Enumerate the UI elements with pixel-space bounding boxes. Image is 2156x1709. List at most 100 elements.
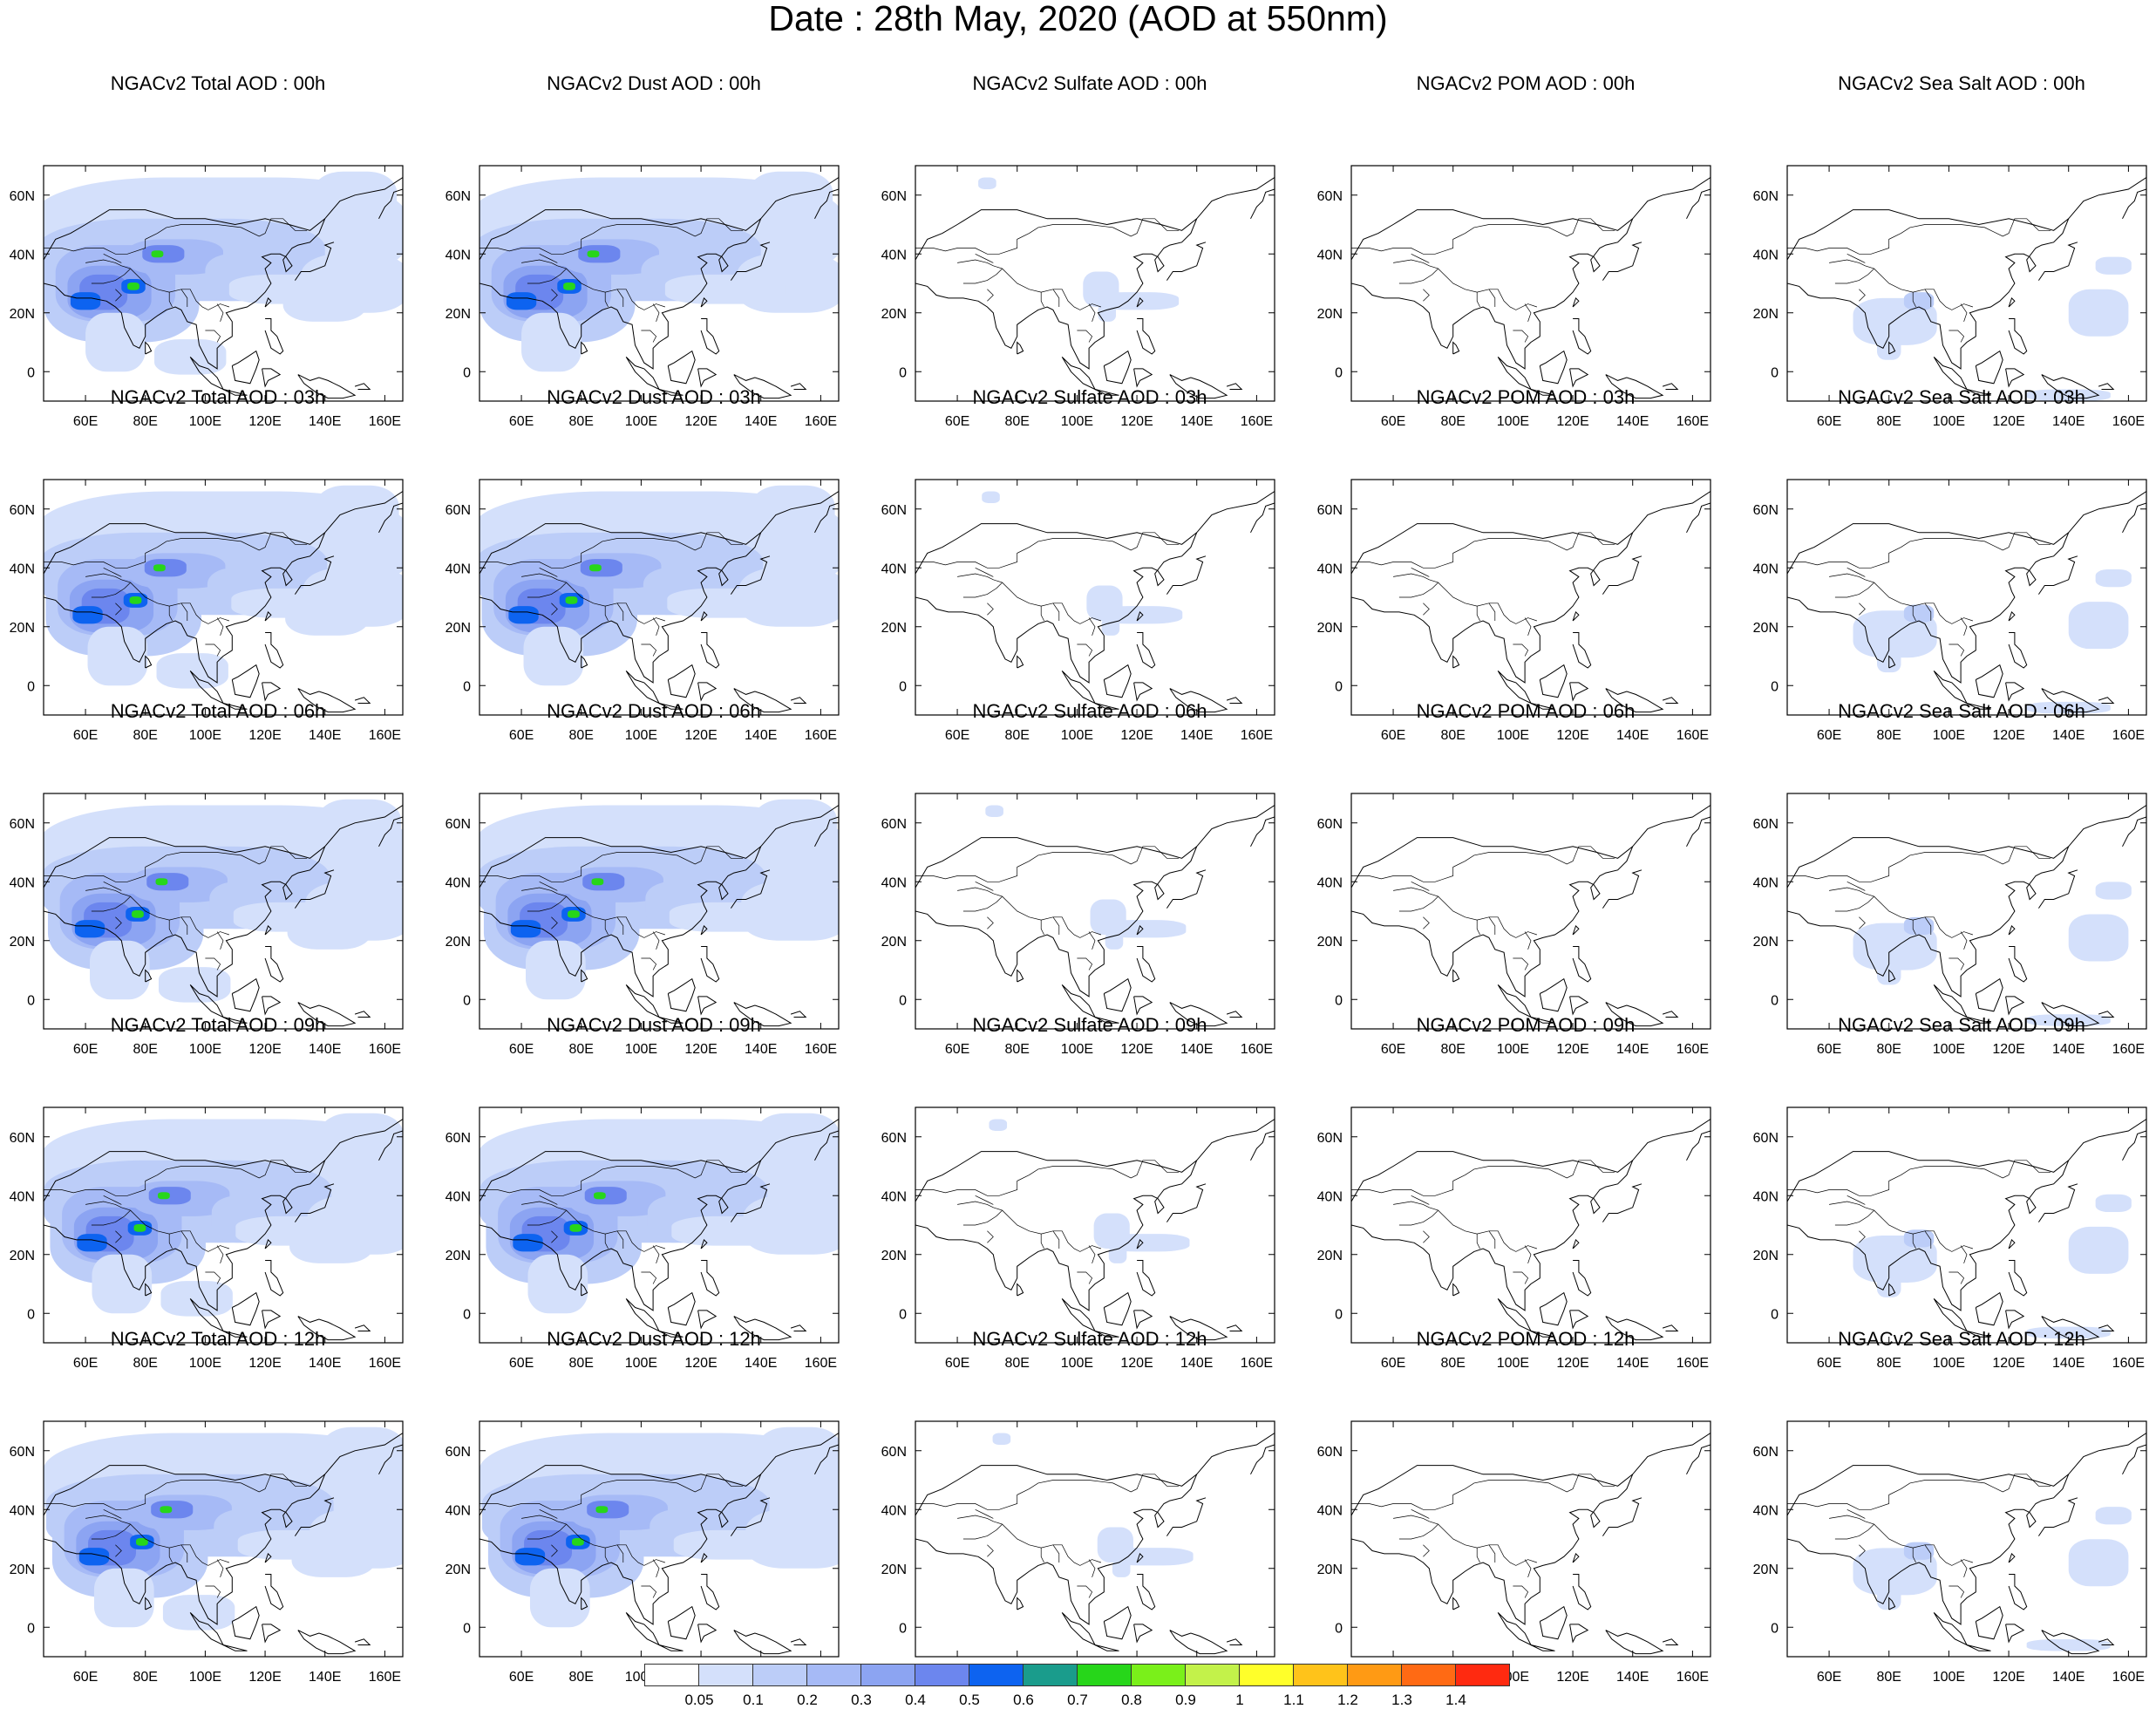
coastline (44, 1160, 308, 1196)
map-plot: 60E 80E 100E 120E 140E 160E 60N 40N 20N 0 (881, 165, 1275, 429)
coastline (551, 603, 558, 616)
coastline (354, 1011, 371, 1018)
coastline (551, 289, 558, 302)
coastline (231, 1291, 260, 1326)
coastline (2098, 383, 2115, 390)
coastline (1226, 1011, 1243, 1018)
coastline (1524, 931, 1532, 950)
coastline (1497, 984, 1533, 1018)
coastline (730, 1497, 771, 1536)
coastline (297, 1630, 357, 1655)
coastline (700, 1574, 720, 1610)
coastline (1686, 816, 1711, 848)
coastline (1398, 895, 1438, 912)
coastline (700, 1552, 708, 1563)
coastline (667, 1605, 696, 1640)
lon-tick-label: 140E (745, 728, 777, 743)
lat-tick-label: 20N (1753, 1249, 1779, 1263)
coastline (1949, 1585, 1965, 1598)
legend-label: 0.7 (1067, 1692, 1088, 1708)
aod-field (78, 1548, 110, 1566)
coastline (1787, 1433, 2146, 1516)
legend-swatch (1023, 1664, 1078, 1686)
coastline (1539, 1605, 1568, 1640)
coastline (1088, 303, 1096, 323)
legend-swatch (1239, 1664, 1294, 1686)
coastline (521, 887, 666, 938)
lon-tick-label: 120E (684, 728, 717, 743)
plot-frame (1350, 1106, 1711, 1344)
coastline (1169, 1002, 1228, 1027)
coastline (1513, 1271, 1529, 1284)
coastline (915, 1119, 1275, 1202)
lon-tick-label: 160E (1241, 414, 1273, 429)
coastline (790, 1324, 807, 1331)
coastline (652, 1245, 660, 1264)
lon-tick-label: 80E (1440, 1042, 1465, 1057)
coastline (1569, 1310, 1589, 1330)
lat-tick-label: 20N (881, 935, 907, 950)
coastline (915, 177, 1275, 261)
color-legend: 0.05 0.1 0.2 0.3 0.4 0.5 0.6 0.7 0.8 0.9 1 1.1 1.2 1.… (644, 1664, 1510, 1708)
lon-tick-label: 80E (133, 414, 157, 429)
coastline (1933, 357, 1969, 391)
lat-tick-label: 60N (1753, 1131, 1779, 1146)
coastline (205, 330, 221, 343)
lat-tick-label: 20N (445, 307, 471, 322)
coastline (1136, 1574, 1156, 1610)
coastline (2008, 1552, 2016, 1563)
panel-title: NGACv2 Dust AOD : 00h (547, 72, 761, 94)
coastline (987, 289, 994, 302)
coastline (115, 916, 122, 929)
coastline (2008, 610, 2016, 622)
coastline (262, 1624, 282, 1644)
coastline (222, 1331, 248, 1338)
coastline (962, 582, 1003, 598)
coastline (44, 218, 308, 255)
plot-frame (43, 1106, 404, 1344)
lon-tick-label: 100E (189, 1670, 221, 1685)
aod-field (321, 1426, 403, 1487)
lat-tick-label: 60N (1317, 1445, 1343, 1460)
lon-tick-label: 160E (2112, 728, 2145, 743)
coastline (1539, 977, 1568, 1012)
coastline (1524, 1245, 1532, 1264)
lon-tick-label: 140E (309, 1356, 341, 1371)
lon-tick-label: 60E (73, 728, 98, 743)
coastline (1602, 1183, 1643, 1222)
coastline (1351, 1160, 1615, 1196)
legend-label: 0.5 (959, 1692, 980, 1708)
coastline (91, 1523, 131, 1540)
coastline (1103, 664, 1132, 698)
aod-field (982, 491, 1000, 503)
coastline (1829, 259, 1974, 310)
aod-field (2026, 1326, 2111, 1339)
coastline (1949, 330, 1965, 343)
coastline (1787, 491, 2146, 575)
coastline (658, 1331, 684, 1338)
aod-field (669, 902, 790, 932)
coastline (91, 582, 131, 598)
coastline (1912, 606, 1916, 622)
lon-tick-label: 100E (189, 1042, 221, 1057)
coastline (1017, 969, 1024, 983)
coastline (297, 374, 357, 399)
aod-field (1903, 604, 1935, 623)
lon-tick-label: 160E (1241, 728, 1273, 743)
lon-tick-label: 60E (509, 728, 534, 743)
coastline (2041, 374, 2100, 399)
aod-field (315, 485, 399, 545)
lon-tick-label: 140E (309, 728, 341, 743)
coastline (1166, 869, 1207, 909)
coastline (1411, 253, 1430, 263)
lat-tick-label: 20N (1317, 1563, 1343, 1577)
coastline (1497, 1612, 1533, 1646)
aod-field (514, 1548, 546, 1566)
panel-title: NGACv2 Total AOD : 00h (110, 72, 326, 94)
coastline (700, 1260, 720, 1297)
coastline (294, 1183, 335, 1222)
aod-field (569, 1223, 582, 1232)
lon-tick-label: 60E (1381, 1042, 1405, 1057)
coastline (1452, 1597, 1460, 1610)
coastline (264, 1238, 272, 1249)
